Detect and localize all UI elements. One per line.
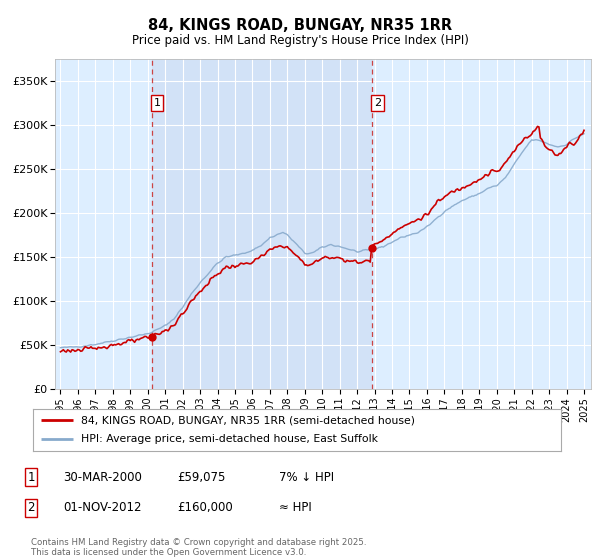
Text: Contains HM Land Registry data © Crown copyright and database right 2025.: Contains HM Land Registry data © Crown c… [31,538,367,547]
Text: 84, KINGS ROAD, BUNGAY, NR35 1RR: 84, KINGS ROAD, BUNGAY, NR35 1RR [148,18,452,32]
Text: £59,075: £59,075 [177,470,226,484]
Text: 01-NOV-2012: 01-NOV-2012 [63,501,142,515]
Text: HPI: Average price, semi-detached house, East Suffolk: HPI: Average price, semi-detached house,… [80,435,377,445]
Text: 1: 1 [28,470,35,484]
Text: 84, KINGS ROAD, BUNGAY, NR35 1RR (semi-detached house): 84, KINGS ROAD, BUNGAY, NR35 1RR (semi-d… [80,415,415,425]
Text: £160,000: £160,000 [177,501,233,515]
Text: 2: 2 [374,98,381,108]
Bar [152,59,371,389]
Text: 7% ↓ HPI: 7% ↓ HPI [279,470,334,484]
Text: ≈ HPI: ≈ HPI [279,501,312,515]
Text: This data is licensed under the Open Government Licence v3.0.: This data is licensed under the Open Gov… [31,548,307,557]
Text: Price paid vs. HM Land Registry's House Price Index (HPI): Price paid vs. HM Land Registry's House … [131,34,469,47]
Text: 30-MAR-2000: 30-MAR-2000 [63,470,142,484]
Text: 1: 1 [154,98,161,108]
Text: 2: 2 [28,501,35,515]
